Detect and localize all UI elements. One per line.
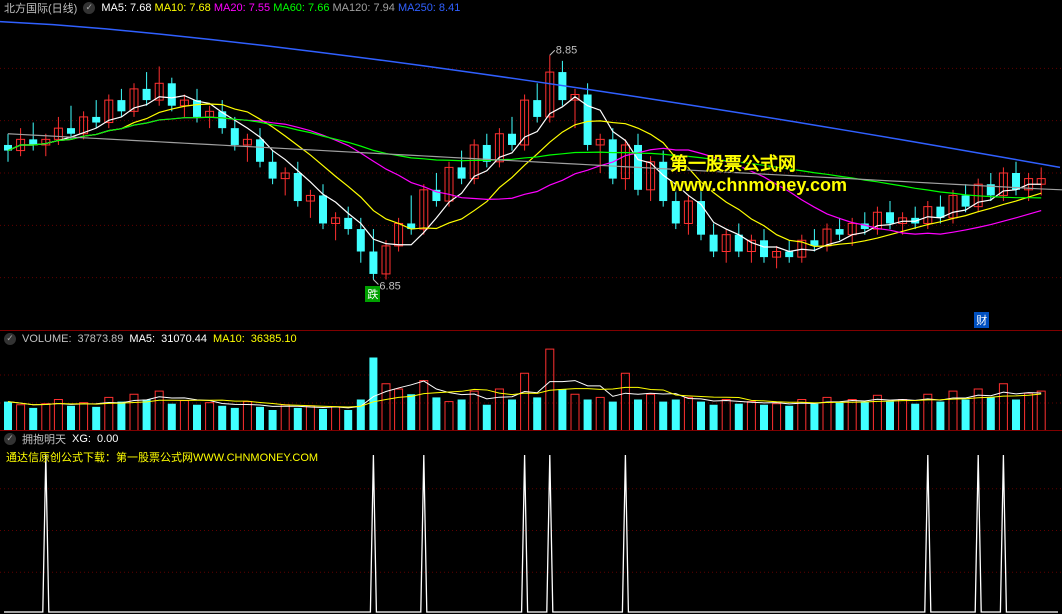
ma-labels: MA5: 7.68 MA10: 7.68 MA20: 7.55 MA60: 7.…	[101, 2, 460, 14]
stock-title: 北方国际(日线)	[4, 0, 77, 16]
volume-ma5-label: MA5:	[129, 333, 155, 345]
volume-ma10-label: MA10:	[213, 333, 245, 345]
toggle-icon[interactable]: ✓	[4, 333, 16, 345]
main-chart-header: 北方国际(日线) ✓ MA5: 7.68 MA10: 7.68 MA20: 7.…	[0, 0, 1062, 16]
indicator-panel: ✓ 拥抱明天 XG: 0.00 通达信原创公式下载：第一股票公式网WWW.CHN…	[0, 430, 1062, 613]
volume-header: ✓ VOLUME: 37873.89 MA5: 31070.44 MA10: 3…	[0, 331, 1062, 347]
watermark-title: 第一股票公式网	[670, 150, 796, 176]
marker-low: 跌	[365, 286, 380, 302]
volume-label: VOLUME:	[22, 333, 72, 345]
marker-right: 财	[974, 312, 989, 328]
indicator-xg-label: XG:	[72, 433, 91, 445]
indicator-chart-body[interactable]	[0, 447, 1062, 613]
svg-text:6.85: 6.85	[379, 281, 400, 293]
main-chart-body[interactable]: 8.85 6.85	[0, 16, 1062, 330]
indicator-header: ✓ 拥抱明天 XG: 0.00	[0, 431, 1062, 447]
indicator-xg-value: 0.00	[97, 433, 118, 445]
svg-text:8.85: 8.85	[556, 44, 577, 56]
volume-value: 37873.89	[78, 333, 124, 345]
ma-label: MA20: 7.55	[214, 2, 270, 14]
ma-label: MA120: 7.94	[333, 2, 395, 14]
indicator-title: 拥抱明天	[22, 431, 66, 447]
toggle-icon[interactable]: ✓	[4, 433, 16, 445]
main-chart-panel: 北方国际(日线) ✓ MA5: 7.68 MA10: 7.68 MA20: 7.…	[0, 0, 1062, 330]
volume-panel: ✓ VOLUME: 37873.89 MA5: 31070.44 MA10: 3…	[0, 330, 1062, 430]
ma-label: MA10: 7.68	[155, 2, 211, 14]
ma-label: MA250: 8.41	[398, 2, 460, 14]
watermark-url: www.chnmoney.com	[670, 175, 847, 196]
ma-label: MA60: 7.66	[273, 2, 329, 14]
ma-label: MA5: 7.68	[101, 2, 151, 14]
toggle-icon[interactable]: ✓	[83, 2, 95, 14]
volume-ma5-value: 31070.44	[161, 333, 207, 345]
volume-chart-body[interactable]	[0, 347, 1062, 430]
volume-ma10-value: 36385.10	[251, 333, 297, 345]
indicator-footer: 通达信原创公式下载：第一股票公式网WWW.CHNMONEY.COM	[6, 449, 318, 465]
